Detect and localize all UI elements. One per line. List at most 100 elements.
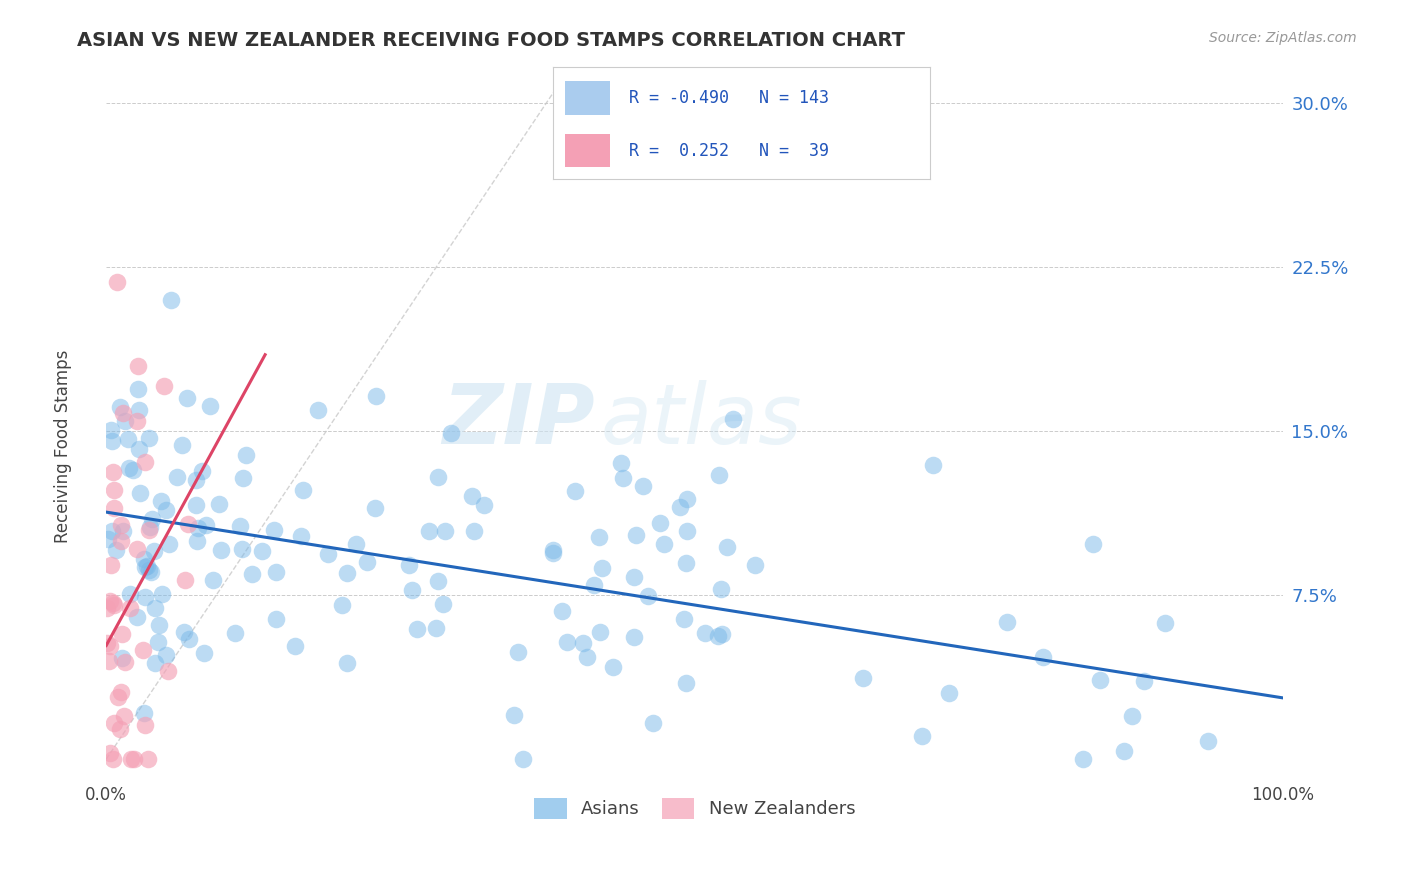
Point (541, 546, 564, 560)
Point (252, 544, 274, 558)
Point (235, 448, 257, 462)
Point (142, 544, 165, 558)
Point (292, 483, 315, 498)
Point (134, 455, 156, 469)
Point (716, 540, 738, 554)
Point (128, 442, 150, 457)
Point (669, 500, 692, 514)
Point (1197, 734, 1219, 748)
Point (472, 498, 495, 512)
Point (641, 715, 664, 730)
Point (434, 524, 457, 538)
Point (1133, 673, 1156, 688)
Point (1071, 752, 1094, 766)
Point (157, 664, 180, 678)
Point (134, 590, 156, 604)
Point (157, 537, 180, 551)
Point (675, 676, 697, 690)
Point (401, 582, 423, 597)
Point (624, 528, 647, 542)
Point (582, 577, 605, 591)
Point (110, 534, 132, 549)
Point (591, 561, 613, 575)
Point (1031, 650, 1053, 665)
Point (264, 565, 287, 579)
Point (623, 630, 645, 644)
Point (336, 656, 359, 670)
Point (1081, 537, 1104, 551)
Point (398, 558, 420, 573)
Point (103, 716, 125, 731)
Point (105, 543, 128, 558)
Point (121, 463, 143, 477)
Point (852, 672, 875, 686)
Point (541, 543, 564, 558)
Point (103, 752, 125, 766)
Point (576, 650, 599, 665)
Point (418, 524, 440, 539)
Point (440, 426, 463, 441)
Point (101, 465, 124, 479)
Point (921, 458, 943, 472)
Point (174, 573, 197, 587)
Text: Source: ZipAtlas.com: Source: ZipAtlas.com (1209, 31, 1357, 45)
Point (97, 655, 120, 669)
Point (118, 461, 141, 475)
Point (224, 626, 246, 640)
Point (610, 456, 633, 470)
Point (138, 563, 160, 577)
Point (127, 382, 149, 396)
Point (129, 485, 152, 500)
Point (588, 530, 610, 544)
Point (134, 559, 156, 574)
Point (155, 503, 177, 517)
Point (127, 541, 149, 556)
Point (432, 597, 454, 611)
Point (138, 752, 160, 766)
Point (177, 516, 200, 531)
Point (571, 636, 593, 650)
Point (100, 424, 122, 438)
Point (100, 524, 122, 538)
Point (107, 690, 129, 705)
Point (114, 655, 136, 669)
Point (652, 537, 675, 551)
Point (316, 547, 339, 561)
Point (138, 431, 160, 445)
Point (96, 600, 118, 615)
Point (1088, 673, 1111, 688)
Point (166, 470, 188, 484)
Point (170, 438, 193, 452)
Point (231, 541, 253, 556)
Point (426, 574, 449, 588)
Point (633, 479, 655, 493)
Point (184, 473, 207, 487)
Point (98, 640, 121, 654)
Point (187, 520, 209, 534)
Point (143, 657, 166, 671)
Point (103, 500, 125, 515)
Point (1114, 744, 1136, 758)
Point (149, 493, 172, 508)
Legend: Asians, New Zealanders: Asians, New Zealanders (527, 791, 862, 826)
Point (463, 524, 485, 539)
Point (650, 516, 672, 530)
Point (125, 610, 148, 624)
Point (128, 403, 150, 417)
Point (138, 523, 160, 537)
Text: Receiving Food Stamps: Receiving Food Stamps (55, 350, 72, 542)
Point (153, 378, 176, 392)
Point (711, 626, 734, 640)
Point (676, 524, 699, 538)
Point (110, 517, 132, 532)
Point (134, 717, 156, 731)
Point (589, 624, 612, 639)
Text: atlas: atlas (600, 380, 803, 461)
Point (938, 686, 960, 700)
Point (112, 524, 135, 539)
Point (263, 523, 285, 537)
Point (264, 612, 287, 626)
Point (148, 635, 170, 649)
Point (193, 646, 215, 660)
Point (405, 622, 427, 636)
